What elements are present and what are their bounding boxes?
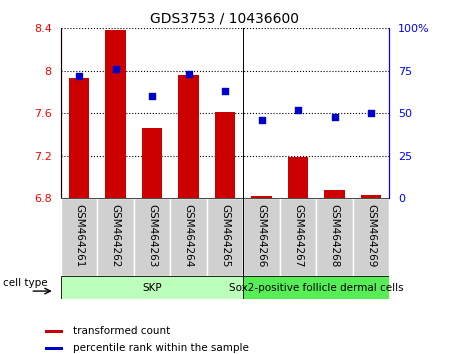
Text: GSM464267: GSM464267 xyxy=(293,204,303,267)
Text: cell type: cell type xyxy=(3,278,48,287)
Text: GSM464268: GSM464268 xyxy=(329,204,339,267)
Text: GSM464264: GSM464264 xyxy=(184,204,194,267)
Bar xyxy=(207,198,243,276)
Bar xyxy=(280,198,316,276)
Bar xyxy=(61,276,243,299)
Bar xyxy=(243,198,280,276)
Bar xyxy=(288,157,308,198)
Point xyxy=(221,88,229,94)
Bar xyxy=(170,198,207,276)
Bar xyxy=(252,196,271,198)
Point xyxy=(185,72,192,77)
Bar xyxy=(243,276,389,299)
Bar xyxy=(353,198,389,276)
Point xyxy=(258,117,265,123)
Text: GSM464262: GSM464262 xyxy=(111,204,121,267)
Point xyxy=(331,114,338,120)
Text: percentile rank within the sample: percentile rank within the sample xyxy=(73,343,249,353)
Bar xyxy=(45,330,63,333)
Bar xyxy=(69,78,89,198)
Bar xyxy=(361,195,381,198)
Text: GSM464261: GSM464261 xyxy=(74,204,84,267)
Text: GSM464263: GSM464263 xyxy=(147,204,157,267)
Bar xyxy=(45,347,63,350)
Text: GSM464269: GSM464269 xyxy=(366,204,376,267)
Text: GSM464265: GSM464265 xyxy=(220,204,230,267)
Bar xyxy=(105,30,126,198)
Bar xyxy=(215,112,235,198)
Bar xyxy=(179,75,198,198)
Bar xyxy=(142,128,162,198)
Text: Sox2-positive follicle dermal cells: Sox2-positive follicle dermal cells xyxy=(229,282,404,293)
Title: GDS3753 / 10436600: GDS3753 / 10436600 xyxy=(150,12,300,26)
Point xyxy=(148,93,156,99)
Point xyxy=(294,107,302,113)
Bar xyxy=(97,198,134,276)
Text: SKP: SKP xyxy=(142,282,162,293)
Point xyxy=(76,73,83,79)
Bar xyxy=(316,198,353,276)
Text: transformed count: transformed count xyxy=(73,326,171,336)
Point xyxy=(367,110,374,116)
Bar xyxy=(324,190,345,198)
Bar xyxy=(61,198,97,276)
Text: GSM464266: GSM464266 xyxy=(256,204,266,267)
Point xyxy=(112,66,119,72)
Bar xyxy=(134,198,170,276)
